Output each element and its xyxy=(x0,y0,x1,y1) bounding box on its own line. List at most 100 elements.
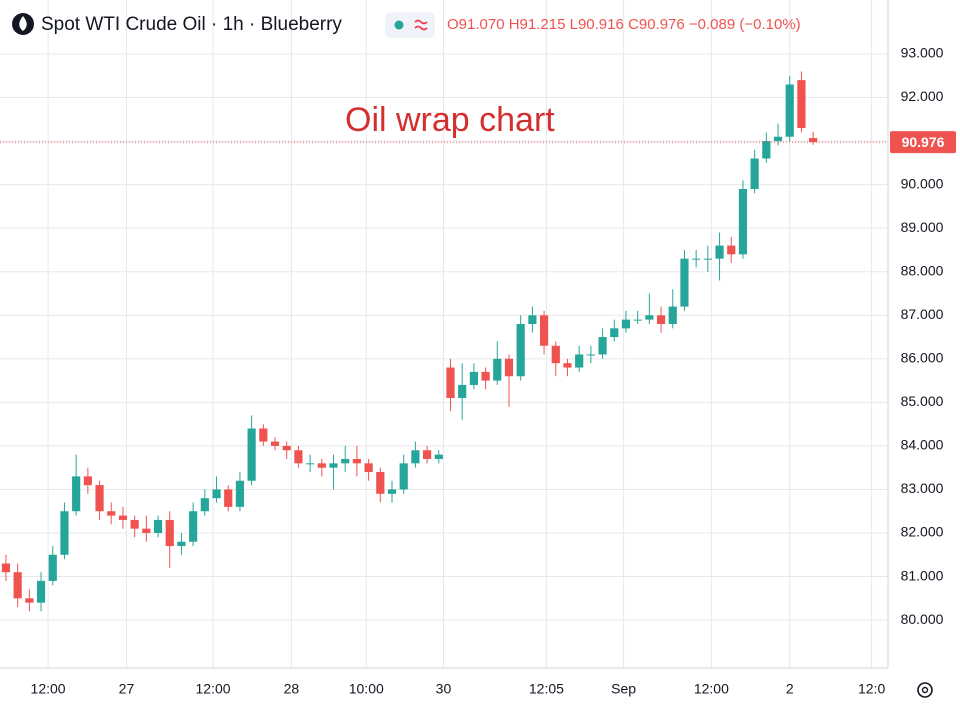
candle-body xyxy=(680,258,689,307)
x-tick-label: Sep xyxy=(611,681,636,697)
last-price-box xyxy=(890,131,956,154)
candle-body xyxy=(551,345,560,364)
candle-body xyxy=(469,371,478,385)
close-readout: C90.976 xyxy=(628,16,685,33)
y-tick-label: 84.000 xyxy=(901,437,944,453)
candle-body xyxy=(341,458,350,464)
change-readout: −0.089 (−0.10%) xyxy=(689,16,801,33)
x-tick-label: 10:00 xyxy=(349,681,384,697)
candle-body xyxy=(294,450,303,464)
y-tick-label: 93.000 xyxy=(901,45,944,61)
last-price-label: 90.976 xyxy=(902,134,945,150)
candle-body xyxy=(621,319,631,329)
delay-icon xyxy=(414,19,428,31)
y-tick-label: 85.000 xyxy=(901,393,944,409)
settings-icon-center[interactable] xyxy=(921,686,929,694)
candle-body xyxy=(539,315,549,346)
candle-body xyxy=(727,245,736,255)
x-tick-label: 2 xyxy=(786,681,794,697)
candle-body xyxy=(797,80,806,129)
y-tick-label: 87.000 xyxy=(901,306,944,322)
candle-body xyxy=(575,354,584,368)
x-tick-label: 12:00 xyxy=(31,681,66,697)
candle-body xyxy=(36,580,46,603)
candle-body xyxy=(364,463,373,473)
candle-body xyxy=(528,315,537,324)
x-tick-label: 12:05 xyxy=(529,681,564,697)
x-tick-label: 30 xyxy=(436,681,452,697)
settings-icon[interactable] xyxy=(917,682,933,698)
chart-header-title: Spot WTI Crude Oil · 1h · Blueberry xyxy=(41,14,342,35)
candle-body xyxy=(809,138,818,143)
status-badge xyxy=(385,12,435,38)
candle-body xyxy=(118,515,128,520)
candle-body xyxy=(387,489,397,494)
candle-body xyxy=(177,541,186,547)
ohlc-readout: O91.070 H91.215 L90.916 C90.976 −0.089 (… xyxy=(447,16,801,33)
candle-body xyxy=(153,519,163,534)
candle-body xyxy=(715,245,724,259)
candle-body xyxy=(504,358,514,377)
candle-body xyxy=(598,337,607,355)
candle-body xyxy=(750,158,759,189)
candle-body xyxy=(48,554,57,581)
candle-body xyxy=(189,511,198,542)
candle-body xyxy=(352,458,362,464)
candle-body xyxy=(446,367,455,399)
candle-body xyxy=(329,463,338,468)
candle-body xyxy=(738,188,748,255)
candle-body xyxy=(434,454,443,459)
y-tick-label: 92.000 xyxy=(901,88,944,104)
candle-body xyxy=(610,328,619,338)
candle-body xyxy=(376,472,385,494)
candle-body xyxy=(773,136,783,142)
low-readout: L90.916 xyxy=(570,16,624,33)
candle-body xyxy=(481,371,490,381)
candle-body xyxy=(423,450,432,459)
candle-body xyxy=(493,358,502,381)
high-readout: H91.215 xyxy=(509,16,566,33)
x-tick-label: 12:0 xyxy=(858,681,885,697)
candle-body xyxy=(83,476,92,486)
x-tick-label: 28 xyxy=(284,681,300,697)
candle-body xyxy=(107,511,116,516)
candle-body xyxy=(668,306,677,324)
candle-body xyxy=(1,563,11,573)
candle-body xyxy=(282,445,291,451)
candle-body xyxy=(72,476,81,512)
candle-body xyxy=(411,450,420,464)
candle-body xyxy=(703,258,712,260)
y-tick-label: 83.000 xyxy=(901,480,944,496)
y-tick-label: 80.000 xyxy=(901,611,944,627)
candle-body xyxy=(212,489,221,499)
candle-body xyxy=(785,84,794,137)
candle-body xyxy=(224,489,233,507)
candle-body xyxy=(586,354,595,356)
y-tick-label: 88.000 xyxy=(901,262,944,278)
market-open-dot xyxy=(394,20,404,30)
candle-body xyxy=(633,319,642,321)
candle-body xyxy=(247,428,256,481)
candle-body xyxy=(516,323,525,377)
candle-body xyxy=(60,511,69,555)
x-tick-label: 12:00 xyxy=(195,681,230,697)
y-tick-label: 86.000 xyxy=(901,350,944,366)
candle-body xyxy=(656,315,666,324)
y-tick-label: 89.000 xyxy=(901,219,944,235)
candle-body xyxy=(762,141,771,159)
y-tick-label: 90.000 xyxy=(901,175,944,191)
candle-body xyxy=(165,519,174,547)
candle-body xyxy=(200,498,209,512)
candle-body xyxy=(259,428,268,442)
y-tick-label: 82.000 xyxy=(901,524,944,540)
candle-body xyxy=(399,463,408,490)
candle-body xyxy=(645,315,654,320)
oil-drop xyxy=(19,16,27,31)
y-tick-label: 81.000 xyxy=(901,567,944,583)
annotation: Oil wrap chart xyxy=(345,101,555,139)
candle-body xyxy=(235,480,245,507)
candle-body xyxy=(95,485,104,512)
candle-body xyxy=(458,384,467,399)
candle-body xyxy=(270,441,280,446)
